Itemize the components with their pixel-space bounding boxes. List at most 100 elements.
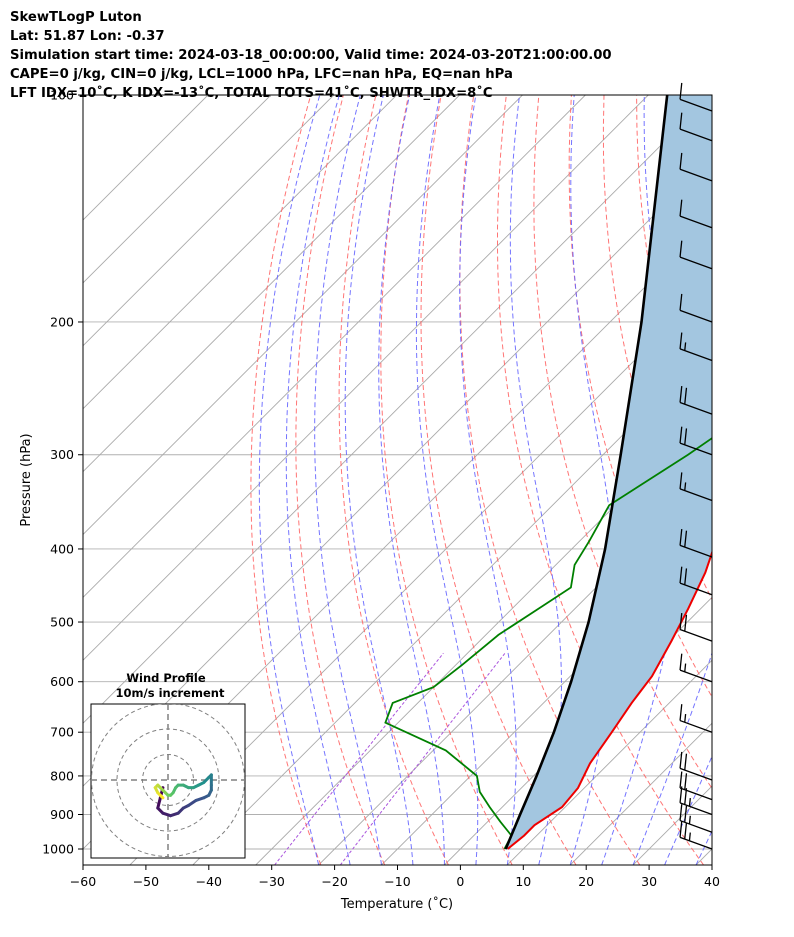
dry-adiabat-line [767, 95, 794, 865]
wind-barb-flag [679, 199, 683, 217]
wind-barb-flag [684, 568, 688, 585]
wind-barb-flag [679, 426, 683, 444]
wind-barb-flag [684, 805, 688, 823]
stability-indices: LFT IDX=10˚C, K IDX=-13˚C, TOTAL TOTS=41… [10, 86, 493, 101]
wind-barb-flag [679, 82, 683, 100]
wind-barb-flag [684, 614, 688, 632]
wind-barb [679, 293, 713, 323]
wind-barb-flag [679, 804, 683, 821]
moist-adiabat-line [285, 95, 351, 865]
mixing-ratio-line [339, 652, 506, 865]
wind-barb-flag [684, 428, 688, 445]
isotherm-line [83, 95, 586, 599]
location-coordinates: Lat: 51.87 Lon: -0.37 [10, 29, 165, 44]
hodograph-trace-segment [158, 793, 165, 800]
isotherm-line [83, 95, 649, 661]
x-tick-label: −20 [321, 874, 347, 889]
chart-title: SkewTLogP Luton [10, 10, 142, 25]
x-tick-label: −30 [259, 874, 285, 889]
moist-adiabat-line [258, 95, 321, 865]
wind-barb-flag [679, 613, 683, 630]
wind-barb [679, 820, 713, 850]
isotherm-line [83, 95, 272, 284]
cape-indices: CAPE=0 j/kg, CIN=0 j/kg, LCL=1000 hPa, L… [10, 67, 513, 82]
dry-adiabat-line [701, 95, 712, 201]
wind-barb-staff [679, 256, 713, 270]
wind-barb-staff [679, 488, 713, 502]
x-tick-label: −10 [384, 874, 410, 889]
wind-barb-flag [679, 704, 683, 721]
chart-title-block: SkewTLogP Luton Lat: 51.87 Lon: -0.37 Si… [10, 8, 612, 103]
x-tick-label: −50 [133, 874, 159, 889]
wind-barb-flag [684, 530, 688, 548]
hodograph-subtitle: 10m/s increment [116, 686, 225, 700]
wind-barb-half-flag [688, 798, 691, 807]
wind-barb-half-flag [688, 832, 691, 841]
wind-barb [679, 426, 713, 456]
dry-adiabat-line [734, 95, 794, 865]
wind-barb-half-flag [684, 342, 687, 351]
wind-barb-flag [684, 773, 688, 790]
wind-barb-flag [684, 788, 688, 805]
y-tick-label: 1000 [42, 842, 74, 857]
wind-barb-flag [679, 820, 683, 838]
x-tick-label: 40 [704, 874, 720, 889]
temperature-line [506, 549, 712, 850]
wind-barb-flag [679, 112, 683, 130]
isotherm-line [83, 95, 712, 724]
wind-barb-staff [679, 401, 713, 415]
dry-adiabat-line [295, 95, 386, 865]
wind-barb [679, 528, 713, 558]
simulation-time: Simulation start time: 2024-03-18_00:00:… [10, 48, 612, 63]
hodograph-trace-segment [186, 798, 198, 807]
wind-barb-staff [679, 819, 713, 833]
wind-barb [679, 82, 713, 112]
wind-barb-staff [679, 168, 713, 182]
x-tick-label: 30 [641, 874, 657, 889]
wind-barb [679, 152, 713, 182]
wind-barb-flag [679, 528, 683, 546]
wind-barb-flag [679, 566, 683, 584]
dry-adiabat-line [568, 95, 712, 698]
wind-barb-flag [679, 293, 683, 311]
y-tick-label: 600 [50, 674, 74, 689]
moist-adiabat-line [415, 95, 479, 865]
moist-adiabat-line [459, 95, 517, 865]
wind-barb-flag [684, 387, 688, 405]
wind-barb [679, 771, 713, 801]
moist-adiabat-line [509, 95, 562, 865]
isotherm-line [381, 533, 712, 865]
dewpoint-line [384, 437, 712, 850]
wind-barb-staff [679, 719, 713, 733]
wind-barb-half-flag [684, 714, 687, 723]
wind-barb [679, 240, 713, 270]
x-tick-label: 0 [456, 874, 464, 889]
wind-barb [679, 804, 713, 833]
y-axis-label: Pressure (hPa) [19, 433, 34, 526]
wind-barb-staff [679, 669, 713, 683]
moist-adiabat-line [344, 95, 414, 865]
y-tick-label: 100 [50, 88, 74, 103]
wind-barb [679, 613, 713, 642]
wind-barb-staff [679, 544, 713, 558]
isotherm-line [569, 722, 712, 865]
moist-adiabat-line [378, 95, 445, 865]
wind-barb [679, 786, 713, 816]
wind-barb-staff [679, 348, 713, 362]
y-tick-label: 500 [50, 615, 74, 630]
wind-barb-half-flag [684, 663, 687, 672]
wind-barb-flag [679, 386, 683, 403]
wind-barb-staff [679, 98, 713, 112]
wind-barb [679, 653, 713, 683]
wind-barb-staff [679, 802, 713, 816]
wind-barb-flag [679, 472, 683, 489]
y-tick-label: 200 [50, 314, 74, 329]
wind-barb-flag [679, 240, 683, 258]
y-tick-label: 800 [50, 768, 74, 783]
wind-barb-staff [679, 628, 713, 642]
isotherm-line [83, 95, 460, 473]
wind-barb-staff [679, 582, 713, 596]
wind-barb-staff [679, 787, 713, 801]
wind-barb [679, 332, 713, 362]
